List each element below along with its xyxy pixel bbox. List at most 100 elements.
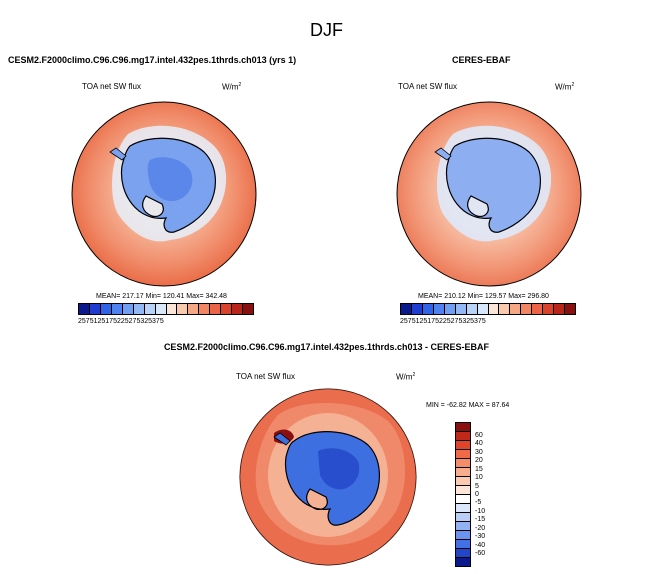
colorbar-tick-label: 225 [116, 318, 129, 325]
colorbar-tick-label: 275 [450, 318, 463, 325]
model-stats: MEAN= 217.17 Min= 120.41 Max= 342.48 [96, 293, 227, 300]
diff-polar-map [239, 388, 417, 566]
colorbar-tick-label: 10 [475, 474, 483, 482]
colorbar-swatch [188, 304, 200, 314]
model-case-title: CESM2.F2000climo.C96.C96.mg17.intel.432p… [8, 55, 297, 65]
colorbar-tick-label: -10 [475, 507, 486, 515]
colorbar-swatch [499, 304, 511, 314]
colorbar-tick-label: 5 [475, 482, 479, 490]
colorbar-tick-label: 75 [85, 318, 94, 325]
obs-colorbar-ticks: 25 75 125 175 225 275 325 375 [400, 318, 576, 325]
colorbar-swatch [210, 304, 222, 314]
colorbar-swatch [456, 441, 470, 450]
colorbar-swatch [456, 477, 470, 486]
colorbar-swatch [111, 304, 123, 314]
colorbar-swatch [79, 304, 90, 314]
colorbar-swatch [456, 495, 470, 504]
colorbar-swatch [456, 432, 470, 441]
colorbar-swatch [177, 304, 189, 314]
colorbar-swatch [456, 459, 470, 468]
colorbar-tick-label: -60 [475, 550, 486, 558]
diff-units-label: W/m2 [396, 372, 416, 382]
colorbar-swatch [456, 504, 470, 513]
colorbar-swatch [521, 304, 533, 314]
colorbar-swatch [510, 304, 522, 314]
colorbar-swatch [456, 468, 470, 477]
colorbar-tick-label: -40 [475, 541, 486, 549]
colorbar-swatch [155, 304, 167, 314]
colorbar-tick-label: 75 [407, 318, 416, 325]
colorbar-tick-label: 175 [427, 318, 439, 325]
colorbar-swatch [122, 304, 134, 314]
obs-polar-map [396, 101, 582, 287]
colorbar-tick-label: 225 [438, 318, 451, 325]
model-units-label: W/m2 [222, 82, 242, 92]
colorbar-swatch [199, 304, 211, 314]
colorbar-tick-label: 30 [475, 448, 483, 456]
obs-case-title: CERES-EBAF [452, 55, 511, 65]
colorbar-swatch [456, 531, 470, 540]
colorbar-swatch [456, 549, 470, 558]
model-variable-label: TOA net SW flux [82, 82, 141, 91]
diff-variable-label: TOA net SW flux [236, 372, 295, 381]
diff-colorbar-labels: 60 40 30 20 15 10 5 0 -5 -10 -15 -20 -30 -40 -60 [475, 431, 505, 558]
colorbar-swatch [456, 522, 470, 531]
colorbar-swatch [466, 304, 478, 314]
colorbar-tick-label: 25 [400, 318, 408, 325]
colorbar-swatch [144, 304, 156, 314]
colorbar-tick-label: 60 [475, 431, 483, 439]
colorbar-tick-label: 325 [462, 318, 475, 325]
colorbar-tick-label: 275 [128, 318, 141, 325]
colorbar-swatch [477, 304, 489, 314]
colorbar-swatch [232, 304, 244, 314]
colorbar-swatch [456, 540, 470, 549]
colorbar-tick-label: -30 [475, 533, 486, 541]
colorbar-swatch [433, 304, 445, 314]
colorbar-tick-label: 325 [140, 318, 153, 325]
colorbar-tick-label: 375 [474, 318, 486, 325]
obs-units-label: W/m2 [555, 82, 575, 92]
colorbar-tick-label: 0 [475, 491, 479, 499]
colorbar-swatch [456, 513, 470, 522]
model-polar-map [71, 101, 257, 287]
colorbar-tick-label: 20 [475, 457, 483, 465]
colorbar-swatch [221, 304, 233, 314]
colorbar-swatch [456, 558, 470, 566]
obs-colorbar [400, 303, 576, 315]
colorbar-tick-label: 25 [78, 318, 86, 325]
colorbar-swatch [411, 304, 423, 314]
obs-variable-label: TOA net SW flux [398, 82, 457, 91]
colorbar-swatch [422, 304, 434, 314]
diff-case-title: CESM2.F2000climo.C96.C96.mg17.intel.432p… [163, 342, 490, 352]
colorbar-swatch [554, 304, 566, 314]
colorbar-tick-label: -15 [475, 516, 486, 524]
colorbar-swatch [456, 486, 470, 495]
colorbar-tick-label: 175 [105, 318, 117, 325]
colorbar-swatch [444, 304, 456, 314]
season-title: DJF [310, 20, 343, 40]
colorbar-swatch [565, 304, 575, 314]
colorbar-swatch [456, 450, 470, 459]
colorbar-swatch [243, 304, 253, 314]
colorbar-swatch [488, 304, 500, 314]
colorbar-swatch [401, 304, 412, 314]
colorbar-swatch [89, 304, 101, 314]
colorbar-tick-label: -5 [475, 499, 482, 507]
colorbar-tick-label: -20 [475, 524, 486, 532]
model-colorbar [78, 303, 254, 315]
colorbar-swatch [455, 304, 467, 314]
colorbar-swatch [456, 423, 470, 432]
obs-stats: MEAN= 210.12 Min= 129.57 Max= 296.80 [418, 293, 549, 300]
colorbar-swatch [166, 304, 178, 314]
colorbar-tick-label: 15 [475, 465, 483, 473]
colorbar-tick-label: 125 [415, 318, 428, 325]
model-colorbar-ticks: 25 75 125 175 225 275 325 375 [78, 318, 254, 325]
colorbar-tick-label: 40 [475, 440, 483, 448]
colorbar-tick-label: 375 [152, 318, 164, 325]
diff-colorbar [455, 422, 471, 567]
diff-stats: MIN = -62.82 MAX = 87.64 [426, 402, 510, 409]
colorbar-swatch [543, 304, 555, 314]
colorbar-swatch [100, 304, 112, 314]
colorbar-tick-label: 125 [93, 318, 106, 325]
colorbar-swatch [133, 304, 145, 314]
